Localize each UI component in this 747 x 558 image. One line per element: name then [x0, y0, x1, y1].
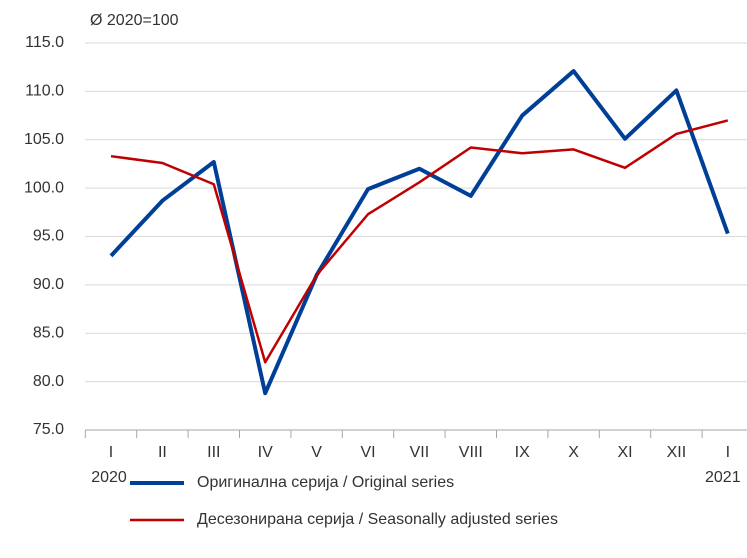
x-tick-label: II — [158, 444, 167, 461]
year-label: 2020 — [91, 469, 127, 486]
unit-label: Ø 2020=100 — [90, 12, 179, 29]
y-tick-label: 85.0 — [33, 324, 64, 341]
x-tick-label: XII — [667, 444, 687, 461]
x-tick-label: VIII — [459, 444, 483, 461]
x-tick-label: III — [207, 444, 220, 461]
x-tick-label: VI — [360, 444, 375, 461]
legend-label: Оригинална серија / Original series — [197, 474, 454, 491]
x-tick-label: V — [311, 444, 322, 461]
x-tick-label: IV — [258, 444, 273, 461]
y-tick-label: 100.0 — [24, 179, 64, 196]
legend-label: Десезонирана серија / Seasonally adjuste… — [197, 511, 558, 528]
y-tick-label: 95.0 — [33, 228, 64, 245]
y-tick-label: 115.0 — [25, 34, 64, 51]
y-tick-label: 105.0 — [24, 131, 64, 148]
series-line — [109, 69, 730, 396]
y-tick-label: 90.0 — [33, 276, 64, 293]
x-tick-label: X — [568, 444, 579, 461]
x-tick-label: I — [726, 444, 730, 461]
x-tick-label: I — [109, 444, 113, 461]
y-tick-label: 75.0 — [33, 421, 64, 438]
x-tick-label: IX — [515, 444, 530, 461]
series-line — [110, 119, 729, 364]
y-tick-label: 80.0 — [33, 373, 64, 390]
y-tick-label: 110.0 — [25, 83, 64, 100]
year-label: 2021 — [705, 469, 741, 486]
x-tick-label: VII — [410, 444, 430, 461]
x-tick-label: XI — [617, 444, 632, 461]
